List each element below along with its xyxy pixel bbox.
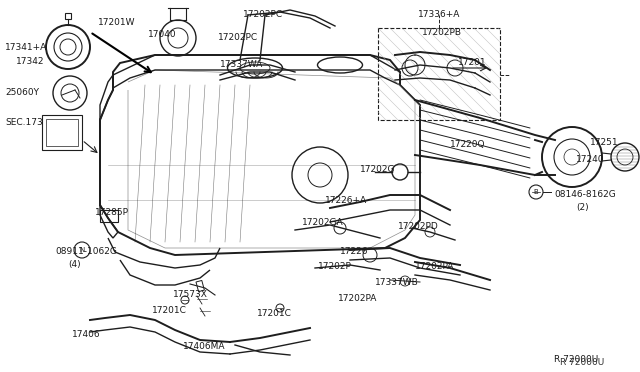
Text: 08146-8162G: 08146-8162G [554,190,616,199]
Text: N: N [79,247,84,253]
Text: 17202PA: 17202PA [338,294,378,303]
Text: 17285P: 17285P [95,208,129,217]
Bar [42,115,82,150]
Text: 17040: 17040 [148,30,177,39]
Bar [46,119,78,146]
Bar [378,28,500,120]
Text: 17341+A: 17341+A [5,43,47,52]
Text: 17342: 17342 [16,57,45,66]
Text: 17202PC: 17202PC [218,33,258,42]
Text: 17201: 17201 [458,58,486,67]
Text: 17202PD: 17202PD [398,222,439,231]
Text: B: B [534,189,538,195]
Text: 17202PB: 17202PB [422,28,462,37]
Text: 17201W: 17201W [98,18,136,27]
Text: 17337WA: 17337WA [220,60,263,69]
Text: 08911-1062G: 08911-1062G [55,247,117,256]
Text: 17406: 17406 [72,330,100,339]
Text: (2): (2) [576,203,589,212]
Text: 17573X: 17573X [173,290,208,299]
Text: (4): (4) [68,260,81,269]
Text: 17406MA: 17406MA [183,342,225,351]
Text: 17337WB: 17337WB [375,278,419,287]
Text: 17226+A: 17226+A [325,196,367,205]
Text: 17202PA: 17202PA [415,262,454,271]
Bar [100,210,118,222]
Text: 25060Y: 25060Y [5,88,39,97]
Text: 17202G: 17202G [360,165,396,174]
Text: 17220Q: 17220Q [450,140,486,149]
Text: 17240: 17240 [576,155,605,164]
Text: 17201C: 17201C [152,306,187,315]
Bar [65,13,71,19]
Text: R 72000U: R 72000U [560,358,604,367]
Text: 17251: 17251 [590,138,619,147]
Bar [196,280,204,292]
Text: 17202P: 17202P [318,262,352,271]
Text: SEC.173: SEC.173 [5,118,43,127]
Text: 17202PC: 17202PC [243,10,283,19]
Text: 17226: 17226 [340,247,369,256]
Text: 17202GA: 17202GA [302,218,344,227]
Text: 17201C: 17201C [257,309,292,318]
Text: R 72000U: R 72000U [554,355,598,364]
Text: 17336+A: 17336+A [418,10,460,19]
